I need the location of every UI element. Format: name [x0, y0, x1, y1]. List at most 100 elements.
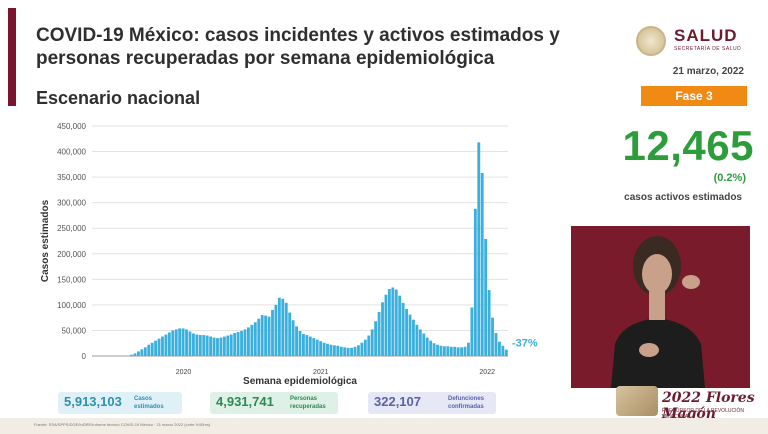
chart-bar	[326, 343, 329, 356]
chart-bar	[274, 304, 278, 356]
chart-bar	[150, 342, 154, 356]
stat-card-deaths: 322,107 Defunciones confirmadas	[368, 392, 496, 414]
y-tick-label: 150,000	[57, 275, 86, 284]
chart-bar	[415, 324, 419, 356]
chart-bar	[350, 347, 353, 356]
chart-bar	[185, 329, 188, 356]
chart-bar	[188, 331, 192, 356]
chart-bar	[167, 332, 171, 356]
chart-bar	[480, 173, 484, 356]
title-accent-bar	[8, 8, 16, 106]
chart-bar	[271, 310, 274, 356]
chart-bar	[174, 329, 178, 356]
chart-bar	[494, 333, 498, 356]
chart-bar	[267, 316, 271, 356]
chart-bar	[212, 337, 216, 356]
chart-bar	[260, 315, 264, 356]
chart-bar	[164, 334, 168, 356]
chart-bar	[418, 329, 422, 356]
chart-bar	[161, 336, 164, 356]
chart-bar	[240, 330, 243, 356]
chart-bar	[143, 347, 147, 356]
chart-bar	[319, 341, 323, 356]
chart-bar	[429, 340, 433, 356]
estimated-cases-label-line2: estimados	[134, 404, 164, 410]
weekly-cases-bar-chart: 0 50,000 100,000 150,000 200,000 250,000 300,0…	[40, 122, 538, 387]
x-year-label: 2020	[176, 369, 192, 376]
chart-bar	[501, 345, 505, 356]
chart-bar	[312, 338, 316, 356]
chart-bar	[229, 334, 233, 356]
x-year-label: 2022	[479, 369, 495, 376]
y-tick-label: 100,000	[57, 301, 86, 310]
y-tick-label: 50,000	[62, 326, 87, 335]
chart-bar	[205, 335, 209, 356]
y-tick-label: 450,000	[57, 122, 86, 131]
chart-bar	[257, 318, 261, 356]
chart-bar	[367, 335, 371, 356]
chart-bar	[209, 336, 213, 356]
chart-bar	[391, 287, 395, 356]
deaths-value: 322,107	[374, 394, 421, 409]
chart-bar	[322, 342, 326, 356]
chart-bar	[298, 330, 302, 356]
chart-bar	[192, 333, 195, 356]
chart-bar	[181, 328, 185, 356]
footer-source: Fuente: SSA/SPPS/DGE/InDRE/Informe técni…	[34, 422, 211, 427]
y-tick-label: 350,000	[57, 173, 86, 182]
chart-bar	[387, 289, 391, 356]
chart-bar	[477, 142, 481, 356]
y-axis-title: Casos estimados	[40, 199, 51, 282]
chart-bar	[195, 334, 199, 356]
chart-bar	[339, 346, 343, 356]
logo-name: SALUD	[674, 26, 738, 45]
chart-bar	[470, 307, 474, 356]
chart-bar	[250, 324, 254, 356]
chart-bar	[140, 349, 144, 356]
chart-bar	[219, 337, 223, 356]
chart-bar	[422, 333, 426, 356]
stat-card-estimated-cases: 5,913,103 Casos estimados	[58, 392, 182, 414]
chart-bar	[363, 339, 367, 356]
chart-bar	[329, 344, 333, 356]
y-tick-label: 200,000	[57, 250, 86, 259]
logo-subtitle: SECRETARÍA DE SALUD	[674, 46, 742, 52]
chart-bar	[377, 312, 381, 356]
x-axis-title: Semana epidemiológica	[243, 376, 357, 387]
chart-bar	[487, 290, 491, 356]
chart-bar	[398, 295, 402, 356]
active-cases-value: 12,465	[622, 122, 754, 169]
chart-bar	[436, 344, 439, 356]
estimated-cases-label: Casos estimados	[134, 395, 164, 411]
chart-bar	[484, 238, 488, 356]
portrait-image	[616, 386, 658, 416]
chart-bar	[130, 354, 133, 356]
chart-bar	[277, 297, 281, 356]
y-tick-label: 250,000	[57, 224, 86, 233]
chart-bar	[198, 335, 202, 356]
national-seal-icon	[636, 26, 666, 56]
deaths-label: Defunciones confirmadas	[448, 395, 484, 411]
chart-bar	[222, 336, 226, 356]
chart-bar	[504, 349, 508, 356]
y-tick-label: 300,000	[57, 199, 86, 208]
chart-bar	[281, 298, 285, 356]
recovered-value: 4,931,741	[216, 394, 274, 409]
chart-bar	[133, 353, 137, 356]
chart-bar	[467, 342, 470, 356]
page-title: COVID-19 México: casos incidentes y acti…	[36, 25, 560, 69]
chart-bar	[405, 308, 408, 356]
chart-bar	[253, 322, 257, 356]
chart-bar	[401, 302, 405, 356]
chart-bar	[157, 338, 161, 356]
chart-bar	[453, 346, 457, 356]
chart-bar	[315, 339, 319, 356]
chart-bar	[226, 335, 230, 356]
active-cases-pct: (0.2%)	[713, 172, 746, 184]
chart-bar	[460, 347, 464, 356]
recovered-label-line1: Personas	[290, 396, 318, 402]
chart-bar	[136, 351, 140, 356]
anniversary-banner: 2022 Flores Magón PRECURSOR DE LA REVOLU…	[616, 386, 756, 422]
chart-bar	[394, 289, 398, 356]
chart-bar	[291, 320, 295, 356]
